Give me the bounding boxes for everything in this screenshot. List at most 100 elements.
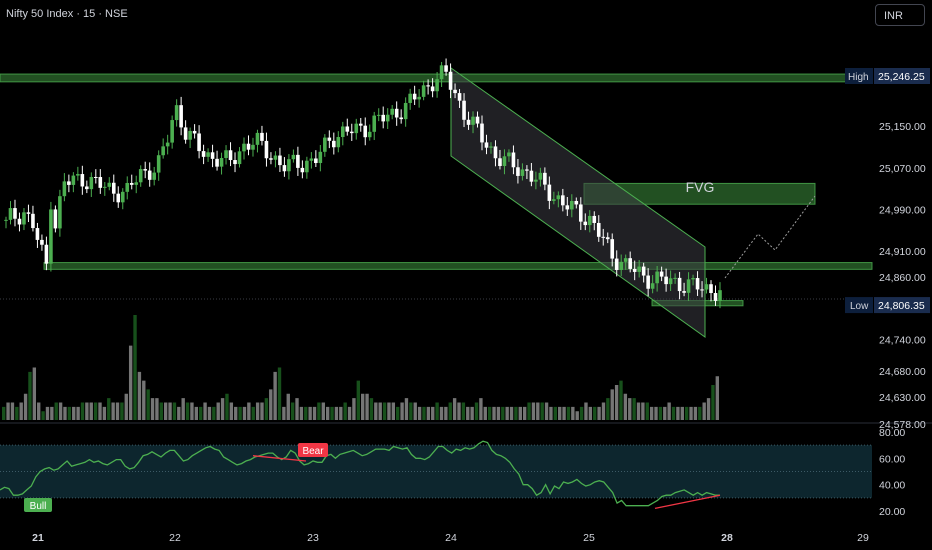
candle xyxy=(376,114,381,116)
candle xyxy=(85,186,89,190)
candle xyxy=(484,142,489,148)
volume-bar xyxy=(343,402,347,420)
candle xyxy=(637,266,641,272)
volume-bar xyxy=(628,398,632,420)
volume-bar xyxy=(658,406,663,420)
volume-bar xyxy=(632,398,636,420)
volume-bar xyxy=(220,398,225,420)
candle xyxy=(17,218,22,225)
volume-bar xyxy=(422,406,426,420)
price-tick: 24,990.00 xyxy=(879,204,926,216)
volume-bar xyxy=(509,406,514,420)
candle xyxy=(525,169,529,171)
candle xyxy=(71,175,76,185)
candle xyxy=(58,196,62,229)
volume-bar xyxy=(181,398,185,420)
price-tick: 25,070.00 xyxy=(879,163,926,175)
volume-bar xyxy=(715,376,719,420)
candle xyxy=(565,205,570,210)
currency-button[interactable]: INR xyxy=(875,4,925,26)
volume-bar xyxy=(102,406,107,420)
candle xyxy=(305,160,309,173)
candle xyxy=(412,93,417,100)
volume-bar xyxy=(676,406,680,420)
volume-bar xyxy=(566,406,571,420)
candle xyxy=(511,152,516,168)
volume-bar xyxy=(654,406,658,420)
candle xyxy=(439,65,444,80)
fvg-label: FVG xyxy=(686,179,715,195)
volume-bar xyxy=(124,393,128,420)
volume-bar xyxy=(614,385,619,420)
candle xyxy=(224,150,228,159)
candle xyxy=(282,165,287,172)
volume-bar xyxy=(663,406,667,420)
candle xyxy=(619,261,624,270)
volume-bar xyxy=(37,402,41,420)
candle xyxy=(296,154,300,168)
candle xyxy=(498,158,502,167)
volume-bar xyxy=(251,406,255,420)
volume-bar xyxy=(260,402,264,420)
volume-bar xyxy=(588,406,593,420)
volume-bar xyxy=(361,393,365,420)
candle xyxy=(655,271,659,284)
candle xyxy=(623,258,628,262)
volume-bar xyxy=(317,402,321,420)
candle xyxy=(543,172,547,185)
candle xyxy=(287,159,291,172)
volume-bar xyxy=(269,389,273,420)
candle xyxy=(107,182,112,187)
volume-bar xyxy=(172,402,177,420)
volume-bar xyxy=(400,402,404,420)
candle xyxy=(399,117,403,120)
rsi-tick: 60.00 xyxy=(879,453,905,465)
volume-bar xyxy=(487,406,492,420)
candle xyxy=(318,151,323,164)
candle xyxy=(605,237,610,240)
volume-bar xyxy=(347,406,352,420)
volume-bar xyxy=(238,406,242,420)
volume-bar xyxy=(290,402,295,420)
rsi-tick: 20.00 xyxy=(879,506,905,518)
volume-bar xyxy=(505,406,509,420)
candle xyxy=(367,131,372,138)
volume-bar xyxy=(641,402,645,420)
volume-bar xyxy=(461,402,466,420)
time-tick: 23 xyxy=(307,532,319,544)
volume-bar xyxy=(492,406,496,420)
volume-bar xyxy=(593,406,597,420)
candle xyxy=(507,152,511,157)
volume-bar xyxy=(41,411,45,420)
candle xyxy=(345,126,350,132)
volume-bar xyxy=(120,402,124,420)
volume-bar xyxy=(194,406,199,420)
candle xyxy=(614,258,619,270)
candle xyxy=(49,209,53,264)
price-tick: 24,740.00 xyxy=(879,335,926,347)
candle xyxy=(578,204,583,222)
volume-bar xyxy=(111,402,115,420)
candle xyxy=(570,200,574,210)
high-value: 25,246.25 xyxy=(878,71,925,83)
candle xyxy=(80,174,85,187)
volume-bar xyxy=(80,402,85,420)
candle xyxy=(125,182,130,192)
volume-bar xyxy=(610,389,614,420)
candle xyxy=(233,160,237,165)
candle xyxy=(516,167,520,176)
candle xyxy=(547,184,552,201)
candle xyxy=(538,172,543,180)
volume-bar xyxy=(352,398,356,420)
volume-bar xyxy=(396,406,400,420)
volume-bar xyxy=(23,393,28,420)
candle xyxy=(31,213,35,229)
candle xyxy=(668,278,673,285)
candle xyxy=(237,151,242,165)
volume-bar xyxy=(365,393,369,420)
volume-bar xyxy=(159,402,163,420)
volume-bar xyxy=(137,371,142,420)
volume-bar xyxy=(645,402,649,420)
